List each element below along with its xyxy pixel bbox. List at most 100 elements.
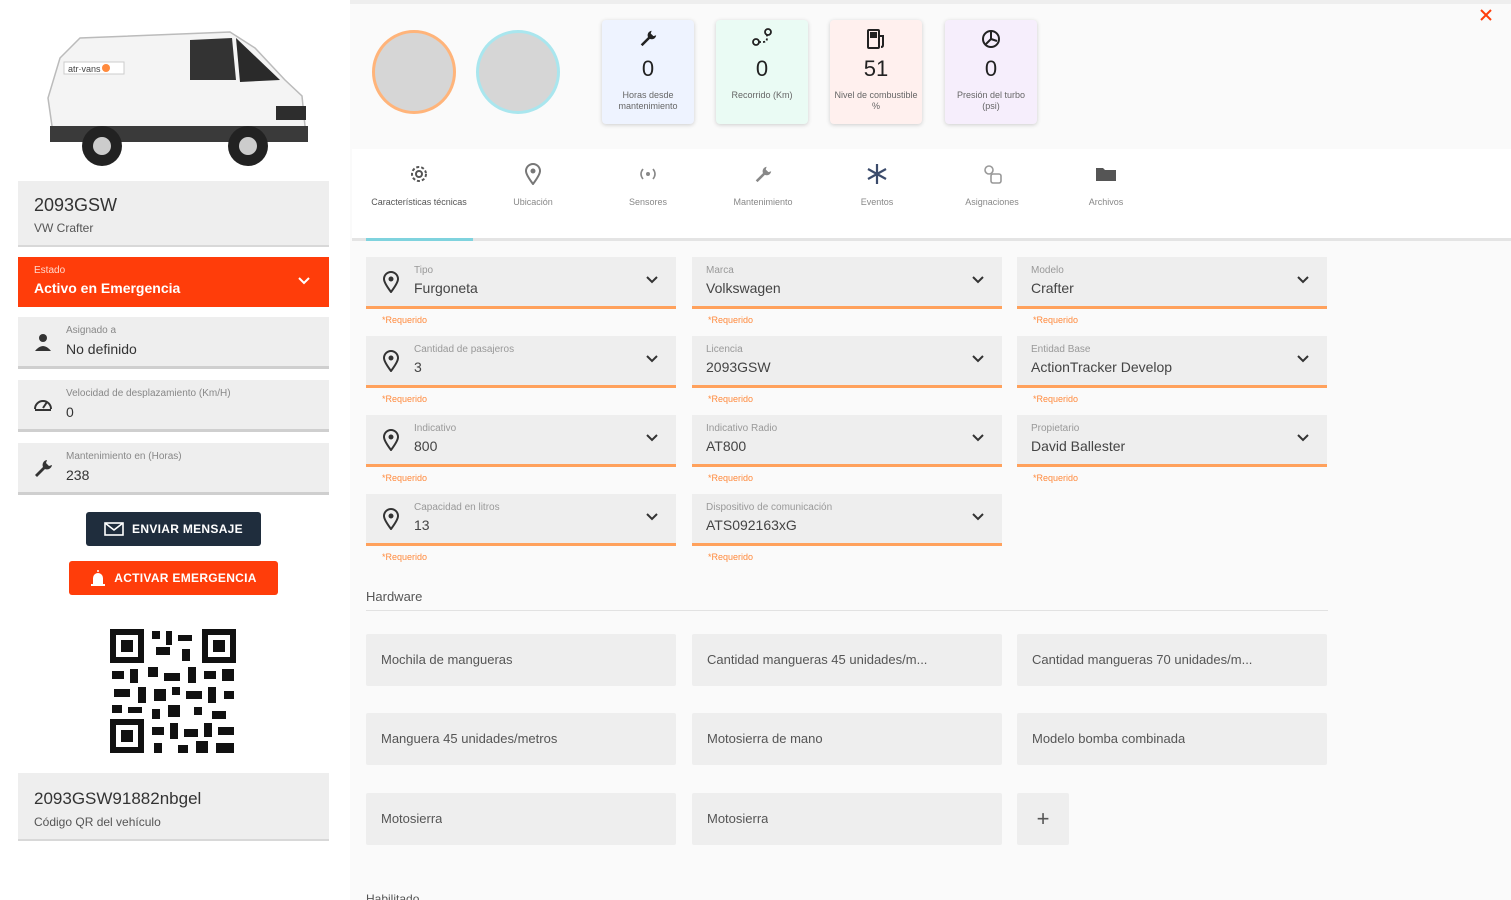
speed-card: Velocidad de desplazamiento (Km/H) 0	[18, 380, 329, 432]
tab-label: Eventos	[860, 197, 894, 207]
state-label: Estado	[34, 265, 66, 276]
field-value: David Ballester	[1031, 438, 1126, 454]
maintenance-card: Mantenimiento en (Horas) 238	[18, 443, 329, 495]
stat-card-maintenance-hours: 0 Horas desde mantenimiento	[602, 20, 694, 124]
send-message-button[interactable]: ENVIAR MENSAJE	[86, 512, 261, 546]
chevron-down-icon	[646, 513, 658, 521]
hardware-chip[interactable]: Motosierra	[366, 793, 676, 845]
hardware-chip-label: Motosierra	[707, 811, 769, 826]
tab-location[interactable]: Ubicación	[478, 159, 588, 229]
location-pin-icon	[382, 429, 400, 451]
hardware-chip[interactable]: Cantidad mangueras 45 unidades/m...	[692, 634, 1002, 686]
speed-label: Velocidad de desplazamiento (Km/H)	[66, 388, 231, 399]
marca-select[interactable]: Marca Volkswagen	[692, 257, 1002, 309]
hardware-chip[interactable]: Motosierra	[692, 793, 1002, 845]
hardware-chip[interactable]: Manguera 45 unidades/metros	[366, 713, 676, 765]
wrench-icon	[35, 460, 52, 477]
stat-card-fuel-level: 51 Nivel de combustible %	[830, 20, 922, 124]
capacidad-select[interactable]: Capacidad en litros 13	[366, 494, 676, 546]
top-divider	[350, 0, 1511, 4]
assigned-value: No definido	[66, 341, 137, 357]
tab-sensors[interactable]: Sensores	[593, 159, 703, 229]
chevron-down-icon	[646, 355, 658, 363]
field-value: 3	[414, 359, 422, 375]
hardware-divider	[366, 610, 1328, 611]
tab-label: Archivos	[1088, 197, 1124, 207]
hardware-chip[interactable]: Mochila de mangueras	[366, 634, 676, 686]
propietario-select[interactable]: Propietario David Ballester	[1017, 415, 1327, 467]
tab-files[interactable]: Archivos	[1051, 159, 1161, 229]
chevron-down-icon	[298, 277, 310, 285]
tab-assignments[interactable]: Asignaciones	[937, 159, 1047, 229]
activate-emergency-label: ACTIVAR EMERGENCIA	[114, 571, 257, 585]
dispositivo-select[interactable]: Dispositivo de comunicación ATS092163xG	[692, 494, 1002, 546]
field-label: Indicativo	[414, 423, 457, 434]
field-value: 13	[414, 517, 430, 533]
hardware-chip[interactable]: Cantidad mangueras 70 unidades/m...	[1017, 634, 1327, 686]
modelo-select[interactable]: Modelo Crafter	[1017, 257, 1327, 309]
add-hardware-button[interactable]: +	[1017, 793, 1069, 845]
tab-bar: Características técnicas Ubicación Senso…	[352, 149, 1511, 241]
field-label: Modelo	[1031, 265, 1064, 276]
qr-code-card: 2093GSW91882nbgel Código QR del vehículo	[18, 773, 329, 841]
wrench-icon	[755, 166, 772, 183]
qr-code-value: 2093GSW91882nbgel	[34, 789, 202, 808]
tab-label: Asignaciones	[965, 197, 1019, 207]
required-note: *Requerido	[708, 394, 754, 404]
gear-icon	[411, 166, 427, 182]
required-note: *Requerido	[708, 552, 754, 562]
stat-caption: Presión del turbo (psi)	[956, 90, 1026, 111]
field-value: Crafter	[1031, 280, 1074, 296]
required-note: *Requerido	[382, 552, 428, 562]
mail-icon	[104, 522, 124, 536]
chevron-down-icon	[972, 513, 984, 521]
status-indicator-cyan	[476, 30, 560, 114]
stat-card-distance: 0 Recorrido (Km)	[716, 20, 808, 124]
tab-maintenance[interactable]: Mantenimiento	[708, 159, 818, 229]
indicativo-select[interactable]: Indicativo 800	[366, 415, 676, 467]
tab-technical-features[interactable]: Características técnicas	[364, 159, 474, 229]
close-icon[interactable]	[1479, 8, 1493, 22]
chevron-down-icon	[972, 434, 984, 442]
field-label: Marca	[706, 265, 734, 276]
hardware-chip-label: Manguera 45 unidades/metros	[381, 731, 558, 746]
field-label: Licencia	[706, 344, 743, 355]
tab-label: Características técnicas	[371, 197, 467, 207]
state-select[interactable]: Estado Activo en Emergencia	[18, 257, 329, 307]
stat-value: 0	[755, 56, 769, 81]
tab-events[interactable]: Eventos	[822, 159, 932, 229]
licencia-select[interactable]: Licencia 2093GSW	[692, 336, 1002, 388]
location-pin-icon	[524, 163, 542, 185]
field-label: Capacidad en litros	[414, 502, 500, 513]
tab-label: Mantenimiento	[733, 197, 793, 207]
speed-value: 0	[66, 404, 74, 420]
required-note: *Requerido	[382, 315, 428, 325]
field-label: Propietario	[1031, 423, 1080, 434]
vehicle-id-card: 2093GSW VW Crafter	[18, 181, 329, 247]
chevron-down-icon	[1297, 434, 1309, 442]
field-label: Entidad Base	[1031, 344, 1091, 355]
active-tab-indicator	[366, 238, 473, 241]
status-indicator-orange	[372, 30, 456, 114]
assigned-card: Asignado a No definido	[18, 317, 329, 369]
vehicle-model: VW Crafter	[34, 221, 94, 235]
qr-code-image	[108, 627, 238, 755]
required-note: *Requerido	[382, 394, 428, 404]
assigned-label: Asignado a	[66, 325, 117, 336]
radio-select[interactable]: Indicativo Radio AT800	[692, 415, 1002, 467]
field-value: 800	[414, 438, 438, 454]
activate-emergency-button[interactable]: ACTIVAR EMERGENCIA	[69, 561, 278, 595]
tab-label: Sensores	[628, 197, 668, 207]
speedometer-icon	[34, 400, 52, 411]
maintenance-label: Mantenimiento en (Horas)	[66, 451, 182, 462]
fuel-icon	[867, 29, 884, 49]
sensor-icon	[640, 168, 656, 180]
hardware-chip[interactable]: Motosierra de mano	[692, 713, 1002, 765]
tipo-select[interactable]: Tipo Furgoneta	[366, 257, 676, 309]
field-value: 2093GSW	[706, 359, 771, 375]
entidad-select[interactable]: Entidad Base ActionTracker Develop	[1017, 336, 1327, 388]
chevron-down-icon	[1297, 355, 1309, 363]
hardware-chip[interactable]: Modelo bomba combinada	[1017, 713, 1327, 765]
pasajeros-select[interactable]: Cantidad de pasajeros 3	[366, 336, 676, 388]
chevron-down-icon	[1297, 276, 1309, 284]
